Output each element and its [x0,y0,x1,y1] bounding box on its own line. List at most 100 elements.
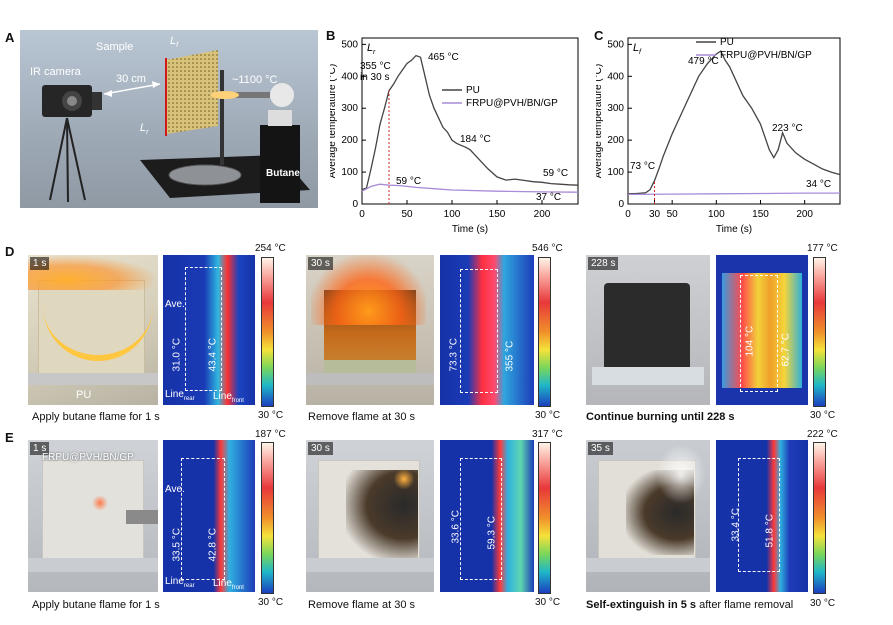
x-tick-label: 30 [649,209,661,220]
legend-entry: PU [720,37,734,48]
e2-colorbar [538,442,551,594]
chart-b: 0 50 100 150 200 0 100 200 300 400 500 Time (s) Aver… [330,37,579,235]
e3-time: 35 s [588,442,613,455]
panel-label-d: D [5,244,15,259]
e1-colorbar [261,442,274,594]
panel-label-a: A [5,30,15,45]
d3-cbar-max: 177 °C [807,243,838,254]
legend-entry: PU [466,85,480,96]
x-axis-label: Time (s) [716,224,752,235]
annotation: 59 °C [396,176,421,187]
e1-thermal: Ave. 33.5 °C 42.8 °C Linerear Linefront [163,440,255,592]
e2-thermal: 33.6 °C 59.3 °C [440,440,534,592]
e1-cbar-min: 30 °C [258,597,284,608]
y-tick-label: 100 [607,167,624,178]
d3-caption: Continue burning until 228 s [586,411,735,423]
e2-cbar-max: 317 °C [532,429,563,440]
e1-line-rear: Linerear [165,576,195,589]
y-tick-label: 500 [607,39,624,50]
e3-rear-temp: 33.4 °C [730,508,742,542]
chart-c: 0 30 50 100 150 200 0 100 200 300 400 500 Time (s) Av… [596,37,841,235]
e1-cbar-max: 187 °C [255,429,286,440]
e1-sample: FRPU@PVH/BN/GP [42,452,134,463]
flame-temp-label: ~1100 °C [232,74,278,86]
d2-thermal: 73.3 °C 355 °C [440,255,534,405]
legend-entry: FRPU@PVH/BN/GP [466,98,558,109]
x-tick-label: 150 [489,209,506,220]
x-axis-label: Time (s) [452,224,488,235]
annotation: 34 °C [806,179,831,190]
e3-thermal: 33.4 °C 51.8 °C [716,440,808,592]
d1-thermal: Ave. 31.0 °C 43.4 °C Linerear Linefront [163,255,255,405]
e2-caption: Remove flame at 30 s [308,599,415,611]
distance-label: 30 cm [116,73,146,85]
e1-rear-temp: 33.5 °C [171,528,183,562]
sample-label: Sample [96,41,134,53]
y-axis-label: Average temperature (°C) [596,64,604,178]
e1-ave: Ave. [165,484,185,495]
corner-label-sub: r [373,49,376,56]
d1-line-front: Linefront [213,391,244,404]
y-axis-label: Average temperature (°C) [330,64,338,178]
y-tick-label: 200 [607,135,624,146]
setup-photo: Sample Lf Lr 30 cm IR camera ~1100 °C Bu… [20,30,318,208]
d3-time: 228 s [588,257,619,270]
lf-label: Lf [170,35,179,50]
annotation: 355 °C [360,61,391,72]
d1-time: 1 s [30,257,50,270]
d1-cbar-min: 30 °C [258,410,284,421]
e2-cbar-min: 30 °C [535,597,561,608]
annotation: 184 °C [460,134,491,145]
d2-time: 30 s [308,257,333,270]
annotation: 59 °C [543,168,568,179]
legend-entry: FRPU@PVH/BN/GP [720,50,812,61]
d1-line-rear: Linerear [165,389,195,402]
panel-label-e: E [5,430,14,445]
e3-cbar-min: 30 °C [810,598,836,609]
ir-camera-label: IR camera [30,66,81,78]
d2-caption: Remove flame at 30 s [308,411,415,423]
d3-cbar-min: 30 °C [810,410,836,421]
lr-label: Lr [140,122,149,137]
d3-photo: 228 s [586,255,710,405]
x-tick-label: 100 [708,209,725,220]
d2-colorbar [538,257,551,407]
plot-frame [627,37,841,205]
e1-photo: 1 s FRPU@PVH/BN/GP [28,440,158,592]
e2-rear-temp: 33.6 °C [450,510,462,544]
y-tick-label: 400 [341,71,358,82]
d3-colorbar [813,257,826,407]
d1-cbar-max: 254 °C [255,243,286,254]
y-tick-label: 300 [341,103,358,114]
e2-photo: 30 s [306,440,434,592]
d2-cbar-min: 30 °C [535,410,561,421]
e3-colorbar [813,442,826,594]
butane-label: Butane [266,168,300,179]
e1-front-temp: 42.8 °C [207,528,219,562]
annotation: in 30 s [360,72,389,83]
d1-sample: PU [76,389,92,401]
d1-caption: Apply butane flame for 1 s [32,411,160,423]
e3-photo: 35 s [586,440,710,592]
y-tick-label: 0 [352,199,358,210]
x-tick-label: 0 [359,209,365,220]
e1-caption: Apply butane flame for 1 s [32,599,160,611]
d3-rear-temp: 104 °C [744,325,756,357]
annotation: 479 °C [688,56,719,67]
annotation: 37 °C [536,192,561,203]
x-tick-label: 0 [625,209,631,220]
x-tick-label: 50 [401,209,413,220]
d2-front-temp: 355 °C [504,340,516,372]
e3-front-temp: 51.8 °C [764,514,776,548]
corner-label: L [633,42,639,54]
plot-frame [361,37,579,205]
series-line-frpu [627,192,840,196]
y-tick-label: 500 [341,39,358,50]
series-line-frpu [361,183,579,193]
setup-illustration [42,50,310,203]
x-tick-label: 150 [752,209,769,220]
d2-cbar-max: 546 °C [532,243,563,254]
x-tick-label: 200 [796,209,813,220]
x-tick-label: 100 [444,209,461,220]
d1-colorbar [261,257,274,407]
